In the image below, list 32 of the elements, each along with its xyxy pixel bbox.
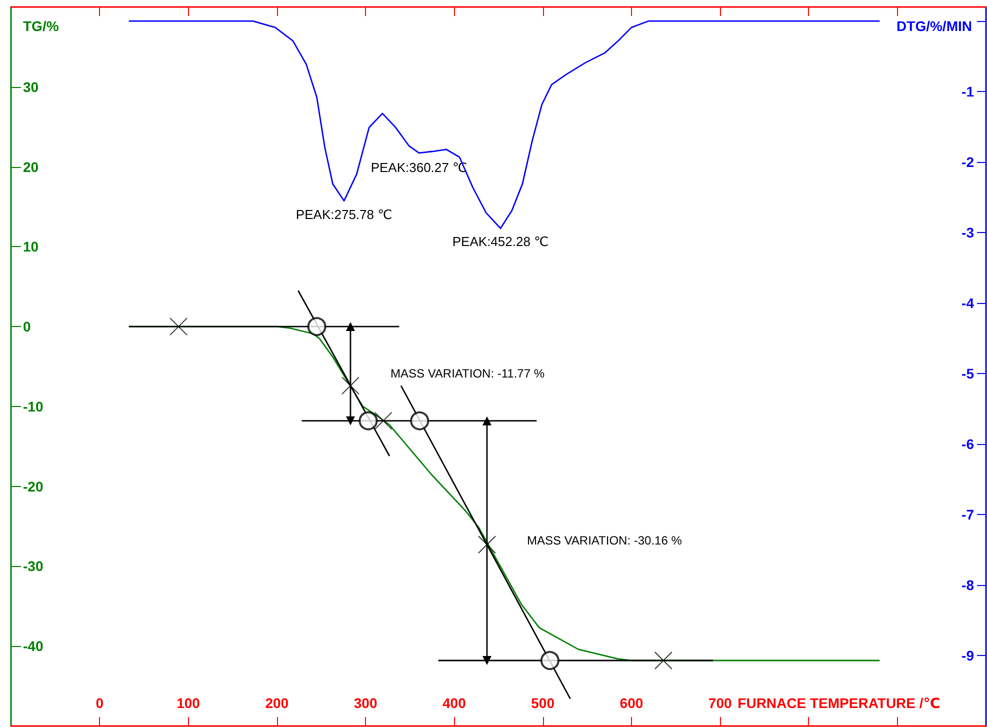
x-tick-label: 100: [176, 695, 200, 711]
x-tick-label: 500: [531, 695, 555, 711]
annotation: PEAK:275.78 ℃: [296, 206, 392, 222]
y-tick-label: 0: [23, 318, 31, 335]
x-tick-label: 0: [96, 695, 104, 711]
x-tick-label: 600: [620, 695, 644, 711]
y-tick-label: -30: [23, 558, 44, 574]
y-tick-label: 20: [23, 158, 39, 175]
y2-tick-label: -8: [962, 577, 974, 594]
annotation: PEAK:452.28 ℃: [452, 234, 549, 250]
y-axis-title: TG/%: [23, 18, 60, 34]
y2-tick-label: -5: [962, 366, 974, 382]
y-tick-label: 30: [23, 78, 39, 95]
y-tick-label: -20: [23, 478, 44, 494]
y2-axis-title: DTG/%/MIN: [896, 18, 972, 34]
x-tick-label: 700: [708, 695, 732, 711]
annotation: MASS VARIATION: -30.16 %: [526, 534, 682, 548]
y2-tick-label: -3: [962, 224, 974, 241]
x-tick-label: 200: [265, 695, 289, 711]
x-axis-title: FURNACE TEMPERATURE /℃: [738, 695, 940, 711]
y-tick-label: 10: [23, 238, 39, 255]
y2-tick-label: -9: [962, 648, 974, 664]
y2-tick-label: -7: [962, 506, 974, 523]
y2-tick-label: -2: [962, 154, 974, 170]
y2-tick-label: -1: [962, 84, 974, 100]
y2-tick-label: -4: [962, 295, 974, 312]
x-tick-label: 400: [442, 695, 466, 711]
x-tick-label: 300: [354, 695, 378, 711]
annotation: MASS VARIATION: -11.77 %: [390, 366, 545, 381]
y-tick-label: -40: [23, 638, 44, 654]
y-tick-label: -10: [23, 398, 44, 414]
y2-tick-label: -6: [962, 436, 974, 452]
